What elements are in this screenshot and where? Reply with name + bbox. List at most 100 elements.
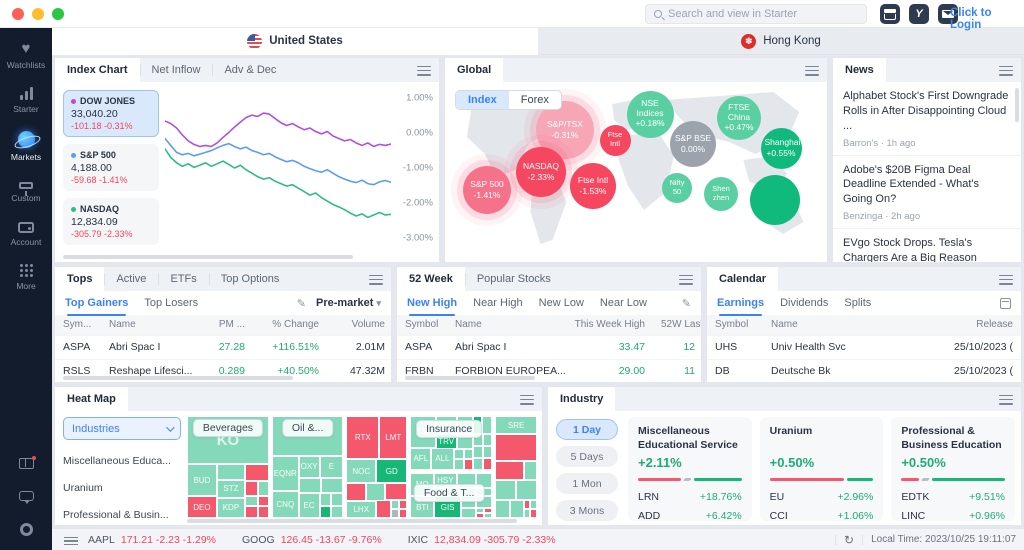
treemap-cell[interactable] [245,496,259,507]
range-1-mon[interactable]: 1 Mon [556,473,618,494]
treemap-cell[interactable] [523,461,537,480]
tab-global[interactable]: Global [445,58,504,82]
treemap-cell[interactable] [510,499,524,518]
col-symbol[interactable]: Symbol [397,315,447,335]
edit-columns-icon[interactable]: ✎ [681,297,691,310]
tab-hong-kong[interactable]: Hong Kong [538,28,1024,55]
treemap-cell[interactable] [484,507,493,513]
treemap-cell-gd[interactable]: GD [376,459,408,483]
subtab-earnings[interactable]: Earnings [717,292,764,316]
treemap-cell[interactable] [482,434,493,447]
sidebar-item-markets[interactable]: Markets [0,131,52,162]
index-bubble-s-p-500[interactable]: S&P 500 -1.41% [463,166,511,214]
subtab-dividends[interactable]: Dividends [780,297,829,309]
treemap-cell[interactable] [258,506,269,518]
treemap-cell[interactable] [464,449,473,460]
treemap-cell[interactable] [523,508,531,518]
treemap-cell[interactable] [319,492,332,507]
col-change[interactable]: % Change [253,315,327,335]
sidebar-item-custom[interactable]: Custom [0,179,52,203]
refresh-icon[interactable]: ↻ [844,532,855,547]
sidebar-item-starter[interactable]: Starter [0,87,52,114]
tab-active[interactable]: Active [104,267,158,291]
treemap-cell-cnq[interactable]: CNQ [271,491,299,518]
treemap-cell-lmt[interactable]: LMT [379,416,408,460]
industry-card[interactable]: Uranium +0.50% EU +2.96% CCI +1.06% [759,417,884,521]
mail-icon[interactable] [938,4,958,24]
index-bubble-ftse-intl[interactable]: Ftse Intl -1.53% [570,163,616,209]
treemap-cell[interactable] [495,461,524,480]
subtab-top-gainers[interactable]: Top Gainers [65,292,128,316]
treemap-cell[interactable] [346,482,366,502]
subtab-near-high[interactable]: Near High [473,297,523,309]
range-3-mons[interactable]: 3 Mons [556,500,618,521]
industry-stock-row[interactable]: ADD +6.42% [638,509,742,522]
education-book-icon[interactable] [18,456,36,469]
treemap-cell[interactable] [475,512,485,518]
treemap-cell[interactable] [319,506,332,518]
treemap-cell[interactable] [516,479,537,500]
treemap-cell[interactable] [482,446,493,458]
col-volume[interactable]: Volume [327,315,391,335]
index-bubble-ftse-intl[interactable]: Ftse Intl [599,124,631,156]
panel-menu-icon[interactable] [805,63,819,77]
treemap-cell[interactable] [453,449,465,460]
feedback-chat-icon[interactable] [18,491,34,504]
index-bubble-nasdaq[interactable]: NASDAQ -2.33% [516,147,566,197]
maximize-window-button[interactable] [52,7,64,20]
horizontal-scrollbar[interactable] [63,255,353,259]
subtab-new-high[interactable]: New High [407,292,457,316]
treemap-cell-rtx[interactable]: RTX [346,416,380,460]
horizontal-scrollbar[interactable] [63,376,293,380]
heatmap-industry-item[interactable]: Professional & Busin... [63,509,169,521]
heatmap-industry-item[interactable]: Uranium [63,482,103,494]
sidebar-item-account[interactable]: Account [0,220,52,247]
industries-dropdown[interactable]: Industries [63,417,181,440]
vertical-scrollbar[interactable] [1015,88,1019,122]
treemap-cell[interactable] [461,507,476,518]
panel-menu-icon[interactable] [520,392,534,406]
apps-icon[interactable]: Y [909,4,929,24]
treemap-cell-ec[interactable]: EC [298,492,320,518]
table-row[interactable]: ASPA Abri Spac I 33.47 12 [397,334,701,359]
index-bubble-nifty-50[interactable]: Nifty 50 [662,173,692,203]
panel-menu-icon[interactable] [369,272,383,286]
ticker-list-icon[interactable] [64,535,78,545]
treemap-cell[interactable] [484,512,493,518]
panel-menu-icon[interactable] [999,392,1013,406]
tab-united-states[interactable]: United States [52,28,538,55]
treemap-cell[interactable] [472,446,483,458]
treemap-cell-afl[interactable]: AFL [410,447,432,470]
table-row[interactable]: DB Deutsche Bk 25/10/2023 ( [707,358,1021,382]
treemap-cell[interactable] [245,506,259,518]
panel-menu-icon[interactable] [999,63,1013,77]
heatmap-industry-item[interactable]: Miscellaneous Educa... [63,455,171,467]
range-5-days[interactable]: 5 Days [556,446,618,467]
edit-columns-icon[interactable]: ✎ [296,297,306,310]
tab-etfs[interactable]: ETFs [158,267,208,291]
subtab-new-low[interactable]: New Low [538,297,584,309]
sidebar-item-more[interactable]: More [0,264,52,291]
index-bubble-s-p-bse[interactable]: S&P BSE 0.00% [670,121,716,167]
tab-calendar[interactable]: Calendar [707,267,779,291]
search-input[interactable]: Search and view in Starter [645,4,867,24]
col-pm-price[interactable]: PM ... [197,315,253,335]
tab-net-inflow[interactable]: Net Inflow [139,58,213,82]
table-row[interactable]: UHS Univ Health Svc 25/10/2023 ( [707,334,1021,359]
sidebar-item-watchlists[interactable]: ♥ Watchlists [0,41,52,70]
treemap-cell-all[interactable]: ALL [431,447,454,470]
index-card-dow-jones[interactable]: DOW JONES 33,040.20 -101.18 -0.31% [63,90,159,137]
col-name[interactable]: Name [101,315,197,335]
download-center-icon[interactable] [880,4,900,24]
treemap-cell[interactable] [391,499,400,509]
index-bubble-shanghai[interactable]: Shanghai +0.55% [760,127,802,169]
treemap-cell-kdp[interactable]: KDP [216,497,246,518]
treemap-cell[interactable] [216,464,246,480]
industry-stock-row[interactable]: LRN +18.76% [638,490,742,503]
treemap-cell[interactable] [530,508,537,518]
panel-menu-icon[interactable] [679,272,693,286]
index-card-nasdaq[interactable]: NASDAQ 12,834.09 -305.79 -2.33% [63,198,159,245]
treemap-cell[interactable] [481,416,493,435]
treemap-cell[interactable] [482,457,493,470]
treemap-cell[interactable] [523,499,531,509]
